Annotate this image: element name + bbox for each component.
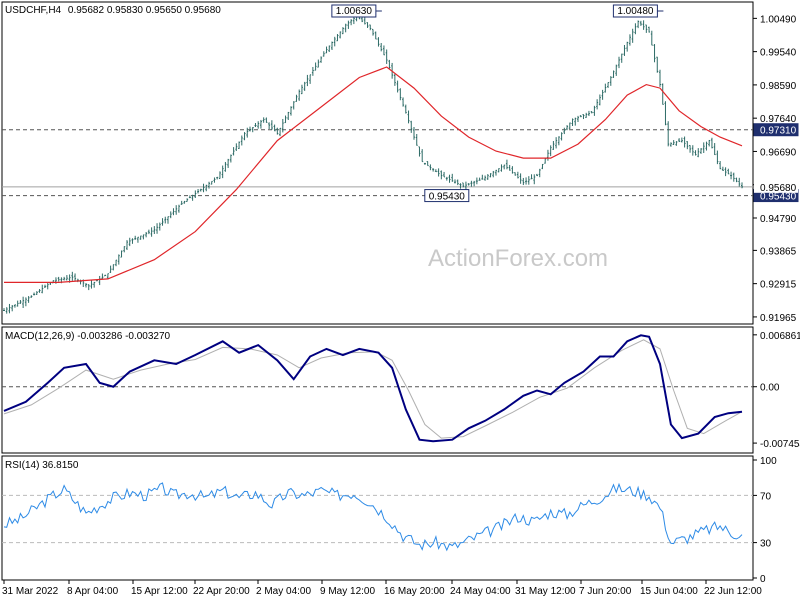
ohlc-label: 0.95682 0.95830 0.95650 0.95680 [68, 5, 221, 16]
time-tick-label: 2 May 04:00 [256, 586, 311, 597]
axis-level-label: 0.97310 [760, 126, 797, 137]
price-layer: 1.00630 1.00480 0.95430 [2, 4, 753, 314]
axis-level-box [754, 180, 798, 193]
macd-title: MACD(12,26,9) -0.003286 -0.003270 [5, 331, 171, 342]
watermark: ActionForex.com [428, 245, 608, 272]
price-tick-label: 0.97640 [760, 114, 797, 125]
peak-label: 1.00630 [336, 6, 373, 17]
price-tick-label: 0.94790 [760, 214, 797, 225]
rsi-line [3, 482, 743, 552]
rsi-layer [2, 482, 753, 552]
macd-tick-label: 0.00 [760, 383, 780, 394]
time-tick-label: 7 Jun 20:00 [579, 586, 632, 597]
rsi-title: RSI(14) 36.8150 [5, 460, 79, 471]
price-tick-label: 0.93865 [760, 246, 797, 257]
macd-signal-line [3, 339, 743, 439]
rsi-panel-frame [1, 455, 754, 581]
macd-tick-label: -0.007454 [760, 439, 800, 450]
time-tick-label: 9 May 12:00 [320, 586, 375, 597]
time-tick-label: 15 Jun 04:00 [640, 586, 698, 597]
price-tick-label: 0.91965 [760, 313, 797, 324]
axis-level-box [753, 123, 799, 137]
axis-layer: 1.004900.995400.985900.976400.966900.957… [2, 14, 800, 597]
time-tick-label: 31 Mar 2022 [2, 586, 59, 597]
price-tick-label: 0.96690 [760, 147, 797, 158]
time-tick-label: 22 Apr 20:00 [193, 586, 250, 597]
macd-tick-label: 0.006861 [760, 331, 800, 342]
level-inline-box [424, 189, 470, 203]
macd-panel-frame [1, 326, 754, 454]
rsi-tick-label: 30 [760, 539, 772, 550]
moving-average-line [4, 66, 743, 283]
time-tick-label: 22 Jun 12:00 [704, 586, 762, 597]
rsi-tick-label: 0 [760, 574, 766, 585]
axis-level-label: 0.95430 [760, 192, 797, 203]
axis-level-label: 0.95680 [760, 183, 797, 194]
price-tick-label: 0.98590 [760, 81, 797, 92]
chart-title: USDCHF,H4 0.95682 0.95830 0.95650 0.9568… [5, 5, 221, 16]
price-tick-label: 1.00490 [760, 14, 797, 25]
time-tick-label: 15 Apr 12:00 [131, 586, 188, 597]
time-tick-label: 31 May 12:00 [515, 586, 576, 597]
peak-label: 1.00480 [617, 6, 654, 17]
rsi-tick-label: 70 [760, 491, 772, 502]
symbol-label: USDCHF,H4 [5, 5, 62, 16]
time-tick-label: 16 May 20:00 [384, 586, 445, 597]
macd-line [3, 334, 743, 443]
price-tick-label: 0.99540 [760, 48, 797, 59]
time-tick-label: 8 Apr 04:00 [67, 586, 119, 597]
rsi-tick-label: 100 [760, 456, 777, 467]
macd-layer [2, 334, 753, 443]
level-inline-label: 0.95430 [429, 192, 466, 203]
price-tick-label: 0.92915 [760, 280, 797, 291]
time-tick-label: 24 May 04:00 [450, 586, 511, 597]
